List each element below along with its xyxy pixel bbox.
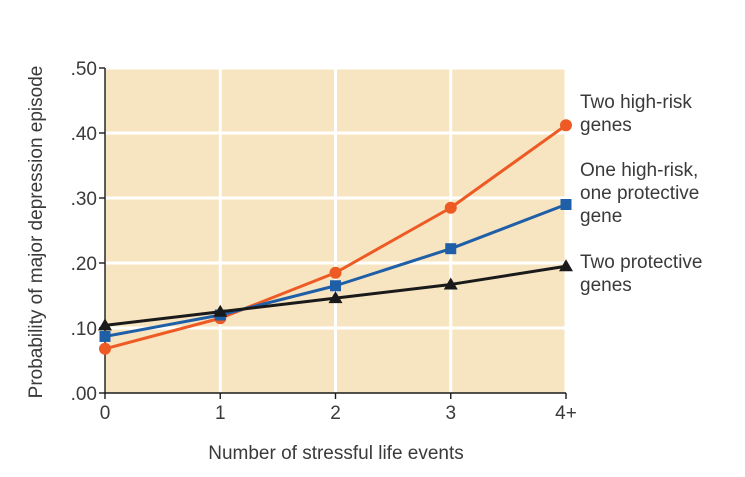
data-point-triangle <box>559 259 573 272</box>
y-ticks: .00 .10 .20 .30 .40 .50 <box>71 59 105 405</box>
data-point-triangle <box>213 304 228 317</box>
x-ticks: 0 1 2 3 4+ <box>100 393 577 424</box>
legend-label: genes <box>580 115 632 136</box>
data-point-triangle <box>443 277 458 290</box>
legend-label: one protective <box>580 183 699 204</box>
y-axis-title: Probability of major depression episode <box>26 66 47 399</box>
legend-label: Two high-risk <box>580 92 692 113</box>
data-point-square <box>560 199 572 210</box>
series-3 <box>98 259 573 331</box>
data-point-square <box>445 243 457 255</box>
x-tick-label: 2 <box>330 403 341 424</box>
y-tick-label: .30 <box>71 189 97 210</box>
data-point-triangle <box>328 291 343 304</box>
x-tick-label: 4+ <box>555 403 577 424</box>
data-point-square <box>330 280 341 292</box>
data-point-triangle <box>98 318 112 331</box>
data-point-circle <box>99 342 111 355</box>
x-tick-label: 0 <box>100 403 111 424</box>
legend-label: gene <box>580 206 622 227</box>
y-tick-label: .10 <box>71 319 97 340</box>
y-tick-label: .20 <box>71 254 97 275</box>
legend-label: Two protective <box>580 252 703 273</box>
legend-label: One high-risk, <box>580 160 698 181</box>
y-tick-label: .00 <box>71 384 97 405</box>
y-tick-label: .50 <box>71 59 97 80</box>
y-tick-label: .40 <box>71 124 97 145</box>
data-point-circle <box>329 266 342 279</box>
x-axis-title: Number of stressful life events <box>208 443 464 464</box>
series-layer <box>98 119 573 355</box>
data-point-square <box>99 330 111 342</box>
legend-label: genes <box>580 275 632 296</box>
data-point-circle <box>444 201 457 214</box>
x-tick-label: 3 <box>445 403 456 424</box>
series-1 <box>99 119 572 355</box>
data-point-circle <box>560 119 572 132</box>
x-tick-label: 1 <box>215 403 226 424</box>
